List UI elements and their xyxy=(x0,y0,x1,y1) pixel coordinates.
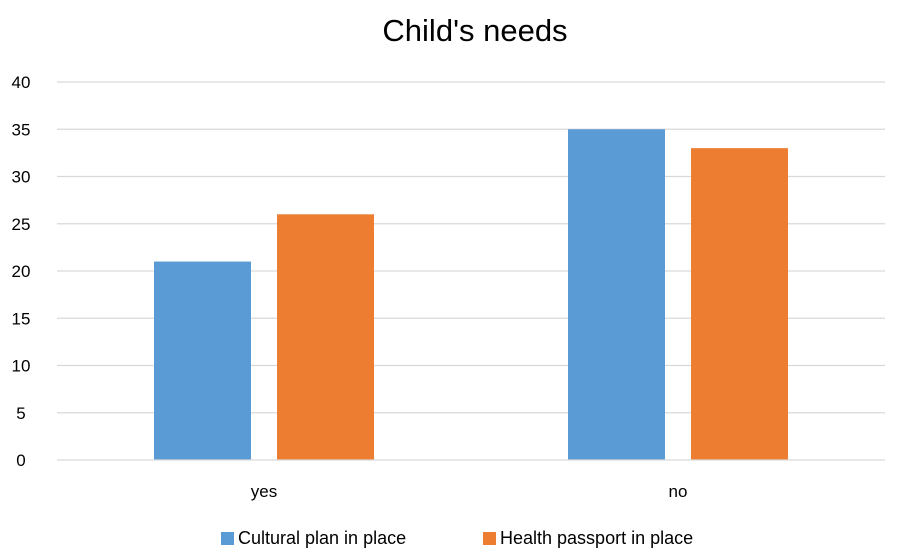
legend-label: Cultural plan in place xyxy=(238,528,406,548)
bar-yes-series-0 xyxy=(154,261,251,460)
bar-yes-series-1 xyxy=(277,214,374,460)
y-tick-label: 20 xyxy=(12,262,31,281)
chart-title: Child's needs xyxy=(382,13,567,48)
y-axis-ticks: 0 5 10 15 20 25 30 35 40 xyxy=(12,73,31,470)
y-tick-label: 0 xyxy=(16,451,25,470)
y-tick-label: 5 xyxy=(16,404,25,423)
legend-label: Health passport in place xyxy=(500,528,693,548)
legend: Cultural plan in place Health passport in… xyxy=(221,528,693,548)
y-tick-label: 40 xyxy=(12,73,31,92)
y-tick-label: 35 xyxy=(12,120,31,139)
x-axis-ticks: yes no xyxy=(251,482,688,501)
y-tick-label: 25 xyxy=(12,215,31,234)
legend-swatch xyxy=(483,532,496,545)
y-tick-label: 10 xyxy=(12,357,31,376)
bar-no-series-0 xyxy=(568,129,665,460)
x-tick-label: no xyxy=(669,482,688,501)
bars xyxy=(154,129,788,460)
bar-no-series-1 xyxy=(691,148,788,460)
y-tick-label: 30 xyxy=(12,168,31,187)
y-tick-label: 15 xyxy=(12,309,31,328)
legend-swatch xyxy=(221,532,234,545)
x-tick-label: yes xyxy=(251,482,277,501)
